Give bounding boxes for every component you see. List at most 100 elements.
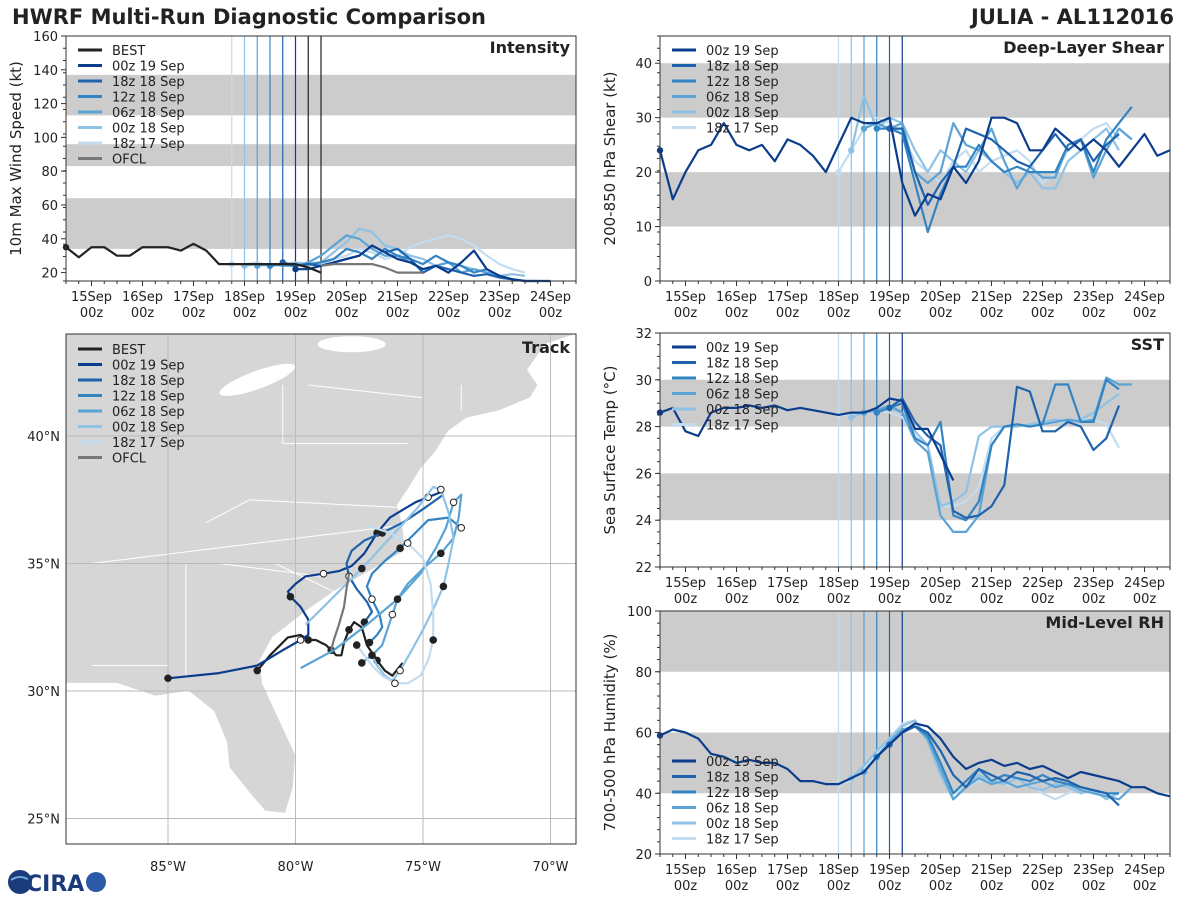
xtick-label: 17Sep [173, 290, 214, 305]
xtick-label: 20Sep [920, 290, 961, 305]
ytick-label: 120 [33, 98, 58, 113]
y-axis-label: 700-500 hPa Humidity (%) [601, 633, 619, 831]
ytick-label: 60 [635, 727, 652, 742]
xtick-label: 00z [929, 879, 953, 894]
xtick-label: 15Sep [71, 290, 112, 305]
track-point [319, 569, 328, 578]
xtick-label: 15Sep [665, 290, 706, 305]
xtick-label: 00z [1031, 306, 1055, 321]
series-12z-18-Sep [876, 378, 1120, 522]
xtick-label: 17Sep [767, 290, 808, 305]
xtick-label: 21Sep [971, 290, 1012, 305]
xtick-label: 00z [1082, 306, 1106, 321]
ytick-label: 140 [33, 64, 58, 79]
panel-title: Mid-Level RH [1045, 613, 1164, 632]
xtick-label: 19Sep [869, 576, 910, 591]
legend-label: 18z 18 Sep [112, 374, 185, 389]
track-point [365, 638, 374, 647]
xtick-label: 00z [674, 879, 698, 894]
legend-label: 18z 17 Sep [112, 137, 185, 152]
xtick-label: 16Sep [716, 290, 757, 305]
ytick-label: 40 [635, 57, 652, 72]
ytick-label: 28 [635, 421, 652, 436]
xtick-label: 00z [182, 306, 206, 321]
ytick-label: 80 [635, 666, 652, 681]
ytick-label: 22 [635, 561, 652, 576]
xtick-label: 00z [878, 306, 902, 321]
xtick-label: 18Sep [224, 290, 265, 305]
xtick-label: 16Sep [716, 576, 757, 591]
xtick-label: 00z [233, 306, 257, 321]
panel-track: 85°W 80°W 75°W 70°W 25°N 30°N 35°N 40°N Track BES… [27, 333, 577, 875]
track-00z-19-Sep [167, 491, 442, 680]
marker-12z-18-Sep [873, 409, 880, 416]
xtick-label: 00z [539, 306, 563, 321]
marker-00z-18-Sep [848, 147, 855, 154]
panel-title: Intensity [490, 38, 571, 57]
track-point [449, 498, 458, 507]
track-point [457, 524, 466, 532]
legend-label: 00z 18 Sep [706, 106, 779, 121]
xtick-label: 20Sep [920, 576, 961, 591]
legend-label: 12z 18 Sep [112, 390, 185, 405]
ytick-label: 40 [635, 787, 652, 802]
xtick-label: 00z [878, 592, 902, 607]
series-00z-19-Sep [659, 397, 955, 481]
ytick-label: 100 [33, 131, 58, 146]
legend-label: 18z 17 Sep [706, 122, 779, 137]
legend-label: 18z 18 Sep [706, 771, 779, 786]
xtick-label: 00z [1133, 592, 1157, 607]
y-axis-label: Sea Surface Temp (°C) [601, 365, 619, 534]
track-point [164, 674, 172, 683]
xtick-label: 00z [776, 592, 800, 607]
legend-label: 12z 18 Sep [112, 91, 185, 106]
xtick-label: 15Sep [665, 863, 706, 878]
cira-logo: CIRA [6, 866, 106, 897]
xtick-label: 00z [1082, 879, 1106, 894]
legend-label: 00z 19 Sep [706, 755, 779, 770]
legend-label: 18z 18 Sep [706, 60, 779, 75]
marker-00z-19-Sep [292, 265, 299, 273]
track-point [429, 636, 438, 644]
xtick-label: 16Sep [122, 290, 163, 305]
xtick-label: 00z [1031, 592, 1055, 607]
xtick-label: 21Sep [971, 863, 1012, 878]
ytick-label: 80 [41, 165, 58, 180]
track-06z-18-Sep [300, 493, 463, 670]
xtick-label: 18Sep [818, 576, 859, 591]
ytick-label: 60 [41, 199, 58, 214]
legend-label: BEST [112, 44, 145, 59]
xtick-label: 19Sep [869, 290, 910, 305]
track-point [253, 666, 262, 675]
xtick-label: 00z [929, 592, 953, 607]
xtick-label: 00z [980, 592, 1004, 607]
track-point [358, 659, 366, 667]
xtick-label: 22Sep [1022, 863, 1063, 878]
lon-label: 75°W [405, 860, 441, 875]
series-12z-18-Sep [876, 106, 1133, 234]
xtick-label: 16Sep [716, 863, 757, 878]
xtick-label: 00z [1031, 879, 1055, 894]
ytick-label: 100 [627, 605, 652, 620]
xtick-label: 21Sep [377, 290, 418, 305]
marker-18z-18-Sep [886, 404, 893, 412]
panel-shear: 01020304015Sep00z16Sep00z17Sep00z18Sep00… [601, 35, 1171, 321]
track-point [396, 666, 404, 675]
band-0 [660, 473, 1170, 521]
legend-label: 18z 18 Sep [112, 75, 185, 90]
ytick-label: 30 [635, 374, 652, 389]
legend-label: 06z 18 Sep [112, 405, 185, 420]
series-00z-18-Sep [850, 719, 1120, 801]
track-point [368, 595, 376, 604]
xtick-label: 17Sep [767, 863, 808, 878]
legend-label: 18z 17 Sep [706, 419, 779, 434]
track-point [352, 641, 361, 649]
ytick-label: 20 [635, 166, 652, 181]
legend-label: 06z 18 Sep [706, 91, 779, 106]
storm-id: JULIA - AL112016 [971, 5, 1174, 29]
ytick-label: 160 [33, 30, 58, 45]
track-point [388, 610, 397, 619]
ytick-label: 20 [635, 848, 652, 863]
y-axis-label: 10m Max Wind Speed (kt) [7, 61, 25, 256]
